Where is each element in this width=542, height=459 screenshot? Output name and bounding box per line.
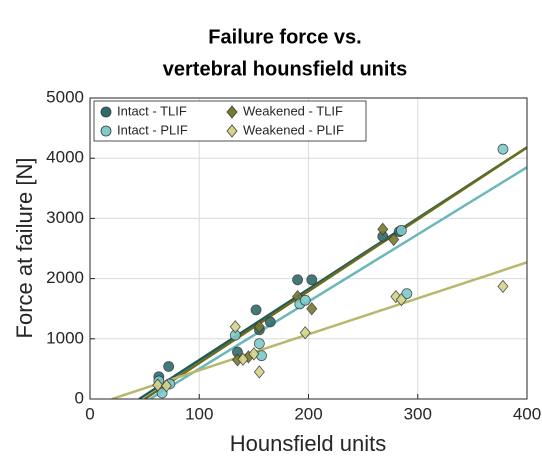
point	[395, 293, 407, 307]
y-tick-label: 3000	[46, 208, 84, 227]
chart-title: vertebral hounsfield units	[163, 58, 407, 80]
point	[253, 338, 265, 350]
y-tick-label: 1000	[46, 328, 84, 347]
point	[292, 274, 303, 286]
point	[306, 302, 318, 316]
y-tick-label: 2000	[46, 268, 84, 287]
y-axis-label: Force at failure [N]	[12, 158, 37, 339]
point	[256, 350, 267, 362]
y-tick-label: 0	[75, 388, 84, 407]
trend-line	[111, 261, 527, 399]
point	[306, 274, 318, 286]
point	[160, 379, 172, 393]
x-tick-label: 100	[185, 404, 213, 423]
point	[299, 294, 311, 306]
legend-marker	[226, 124, 238, 138]
point	[156, 387, 168, 399]
point	[395, 225, 407, 236]
x-axis-label: Hounsfield units	[230, 431, 387, 456]
legend-label: Intact - TLIF	[117, 103, 187, 118]
point	[237, 352, 249, 366]
x-tick-label: 300	[404, 404, 432, 423]
point	[163, 361, 175, 372]
legend-marker	[100, 106, 112, 118]
trend-line	[149, 166, 527, 399]
y-tick-label: 4000	[46, 148, 84, 167]
x-tick-label: 200	[294, 404, 322, 423]
point	[497, 279, 509, 294]
point	[253, 365, 265, 379]
axes-box	[89, 97, 528, 400]
point	[248, 347, 260, 361]
legend-label: Intact - PLIF	[117, 122, 188, 137]
legend-label: Weakened - TLIF	[243, 103, 343, 118]
point	[264, 316, 276, 328]
point	[253, 320, 265, 334]
legend-label: Weakened - PLIF	[243, 122, 344, 137]
y-tick-label: 5000	[46, 87, 84, 106]
trend-line	[143, 146, 527, 399]
point	[152, 378, 164, 392]
point	[299, 326, 311, 340]
x-tick-label: 400	[513, 404, 541, 423]
point	[497, 143, 509, 155]
point	[377, 222, 389, 236]
legend-marker	[100, 125, 112, 137]
point	[229, 320, 241, 334]
legend-marker	[226, 105, 238, 119]
point	[250, 304, 262, 316]
chart-title: Failure force vs.	[208, 26, 361, 48]
point	[388, 232, 400, 247]
x-tick-label: 0	[85, 404, 94, 423]
